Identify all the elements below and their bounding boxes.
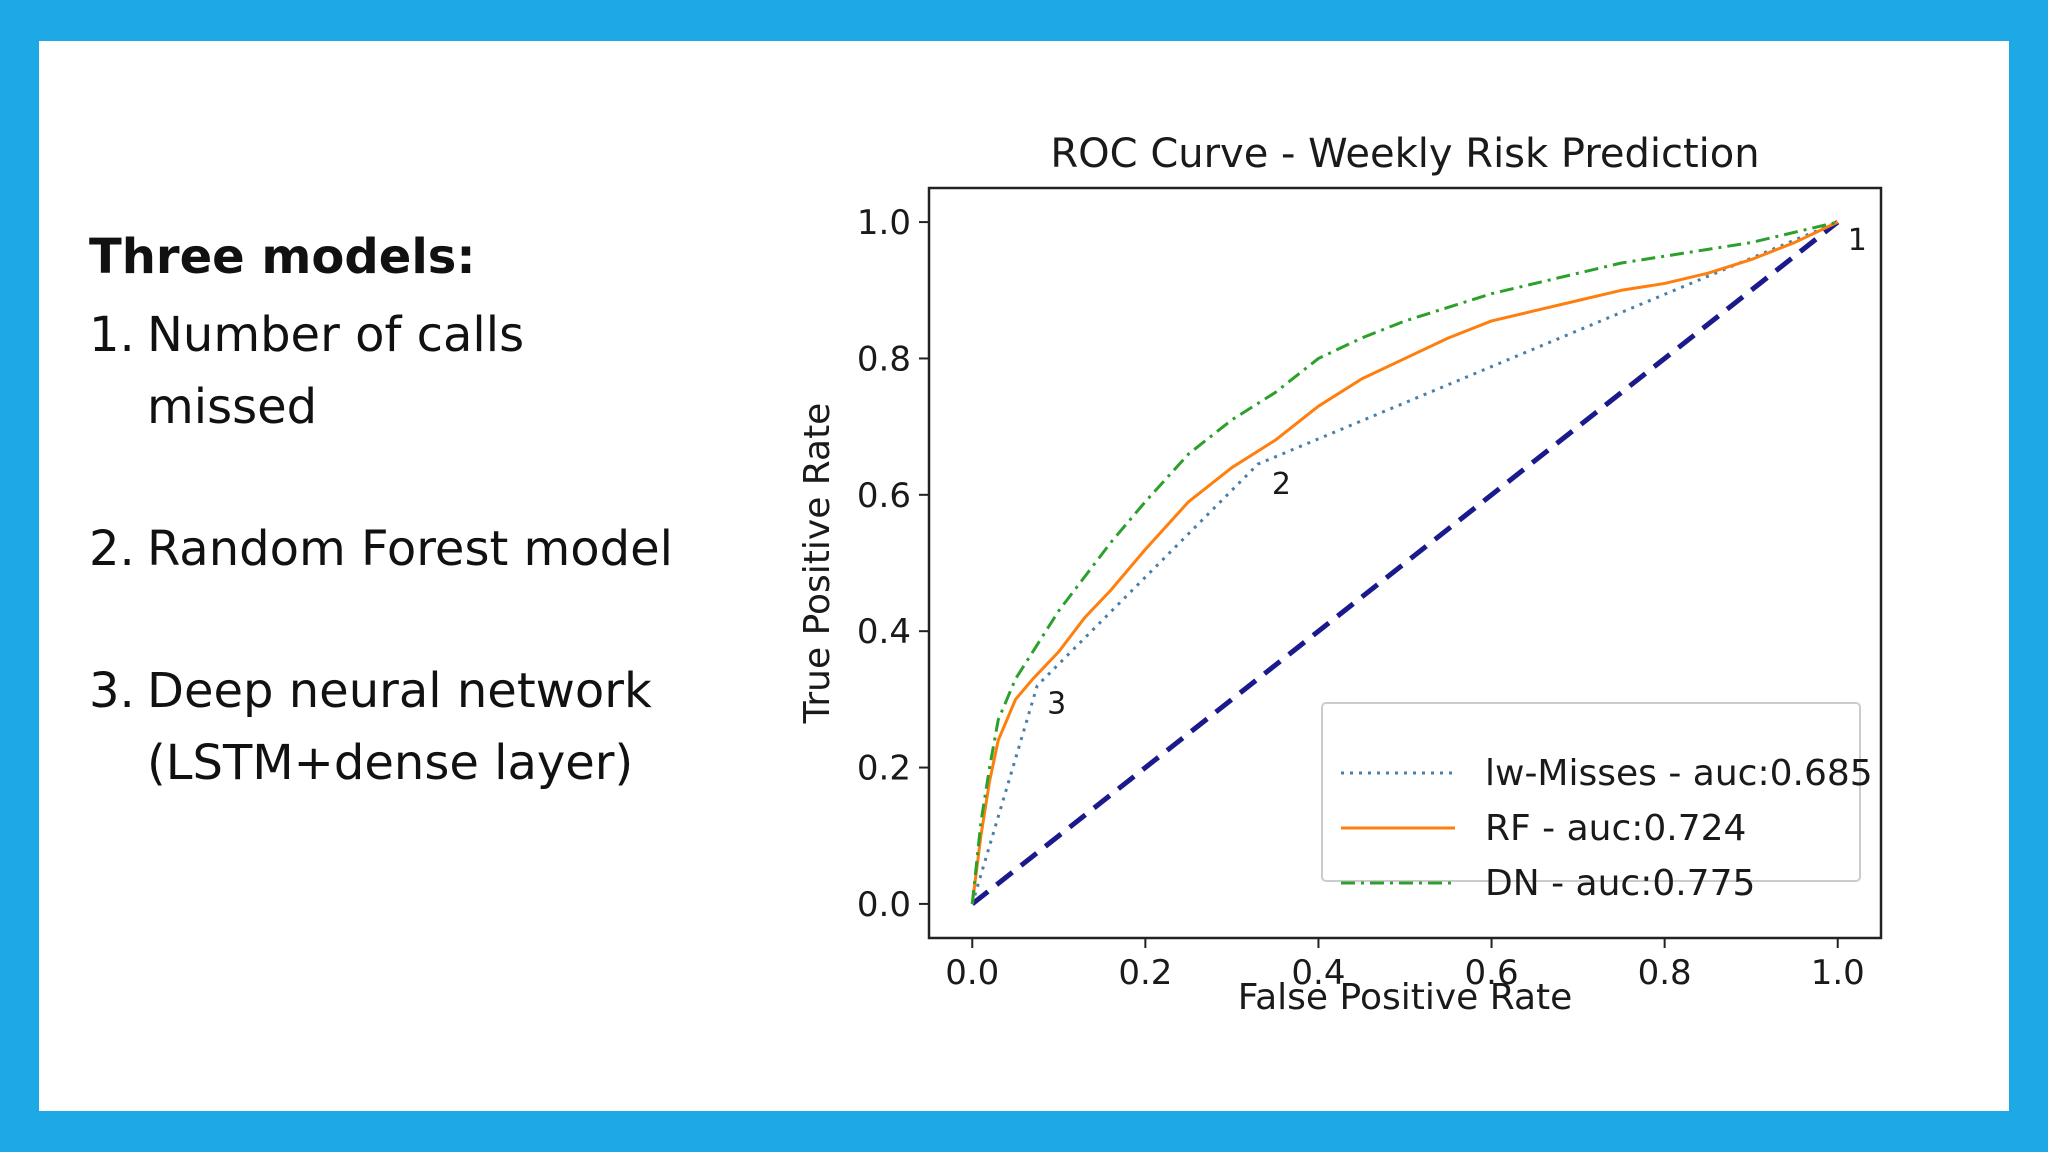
chance-baseline-line (970, 220, 1840, 906)
x-tick-label: 0.0 (945, 953, 999, 993)
x-tick-label: 0.2 (1118, 953, 1172, 993)
list-text-line: Deep neural network (147, 663, 652, 719)
model-list: Three models: 1. Number of calls missed … (89, 221, 769, 799)
legend-entry-lw-misses-label: lw-Misses - auc:0.685 (1485, 753, 1873, 794)
list-text-line: missed (147, 379, 318, 435)
y-tick-label: 0.4 (857, 612, 911, 652)
chart-title: ROC Curve - Weekly Risk Prediction (1050, 131, 1759, 177)
legend-entry-rf-label: RF - auc:0.724 (1485, 808, 1746, 849)
list-number: 2. (89, 521, 135, 577)
x-tick-label: 0.8 (1638, 953, 1692, 993)
list-text-line: Number of calls (147, 307, 525, 363)
y-tick-label: 0.0 (857, 885, 911, 925)
list-number: 3. (89, 663, 135, 719)
y-tick-label: 1.0 (857, 203, 911, 243)
list-item-3: 3. Deep neural network (LSTM+dense layer… (89, 655, 769, 799)
annotation-label-2: 2 (1272, 467, 1291, 502)
lw-misses-series-line (970, 220, 1839, 905)
x-axis-label: False Positive Rate (1238, 977, 1573, 1018)
annotation-label-3: 3 (1047, 687, 1066, 722)
dn-series-line (970, 220, 1839, 905)
rf-series-line (970, 220, 1839, 905)
y-tick-label: 0.2 (857, 749, 911, 789)
x-tick-label: 0.6 (1465, 953, 1519, 993)
list-text-line: (LSTM+dense layer) (147, 735, 634, 791)
x-tick-label: 1.0 (1811, 953, 1865, 993)
tick-group: 0.0 0.2 0.4 0.6 0.8 1.0 0.0 0.2 0.4 0.6 0.8 1.0 (857, 203, 1865, 993)
annotation-group: 1 2 3 (1047, 223, 1867, 722)
list-item-2: 2. Random Forest model (89, 513, 769, 585)
plot-lines (970, 220, 1840, 906)
y-tick-label: 0.6 (857, 476, 911, 516)
list-number: 1. (89, 307, 135, 363)
slide-canvas: Three models: 1. Number of calls missed … (39, 41, 2009, 1111)
legend-box (1321, 702, 1861, 882)
y-tick-label: 0.8 (857, 339, 911, 379)
x-tick-label: 0.4 (1291, 953, 1345, 993)
heading: Three models: (89, 229, 476, 285)
list-text-line: Random Forest model (147, 521, 674, 577)
legend: lw-Misses - auc:0.685 RF - auc:0.724 DN - … (1321, 702, 1873, 904)
y-axis-label: True Positive Rate (797, 403, 838, 725)
legend-entry-dn-label: DN - auc:0.775 (1485, 863, 1755, 904)
annotation-label-1: 1 (1848, 223, 1867, 258)
plot-frame (927, 186, 1883, 940)
list-item-1: 1. Number of calls missed (89, 299, 769, 443)
